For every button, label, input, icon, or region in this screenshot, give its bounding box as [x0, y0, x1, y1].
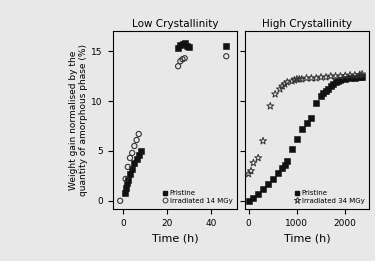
Point — [136, 153, 142, 157]
Point — [129, 151, 135, 155]
Point — [175, 64, 181, 68]
Point — [308, 76, 314, 80]
X-axis label: Time (h): Time (h) — [284, 233, 330, 243]
Point — [321, 91, 327, 95]
Point — [352, 76, 358, 80]
Point — [282, 163, 288, 167]
Point — [342, 74, 348, 78]
Point — [274, 171, 280, 175]
Point — [330, 82, 336, 86]
Point — [177, 59, 183, 63]
Title: Low Crystallinity: Low Crystallinity — [132, 19, 218, 29]
Point — [347, 73, 353, 77]
Point — [333, 80, 339, 84]
Point — [260, 139, 266, 143]
Point — [318, 94, 324, 98]
Point — [175, 46, 181, 50]
Point — [299, 77, 305, 81]
Point — [177, 43, 183, 47]
Point — [246, 172, 252, 176]
Point — [335, 79, 341, 83]
Point — [333, 74, 339, 78]
Point — [251, 196, 257, 200]
Point — [182, 41, 188, 45]
Point — [251, 161, 257, 165]
Point — [359, 72, 365, 76]
Point — [338, 78, 344, 82]
Point — [255, 192, 261, 196]
Point — [223, 44, 229, 48]
Point — [313, 76, 319, 80]
Point — [134, 157, 140, 161]
Point — [131, 144, 137, 148]
Legend: Pristine, Irradiated 34 MGy: Pristine, Irradiated 34 MGy — [293, 189, 366, 205]
Legend: Pristine, Irradiated 14 MGy: Pristine, Irradiated 14 MGy — [160, 189, 234, 205]
Point — [131, 161, 137, 165]
Point — [325, 87, 331, 91]
X-axis label: Time (h): Time (h) — [152, 233, 198, 243]
Point — [255, 156, 261, 160]
Point — [338, 74, 344, 78]
Point — [352, 73, 358, 77]
Point — [318, 75, 324, 79]
Point — [123, 186, 129, 190]
Point — [265, 182, 271, 186]
Point — [291, 78, 297, 82]
Point — [270, 177, 276, 181]
Point — [267, 104, 273, 108]
Point — [284, 159, 290, 163]
Point — [246, 199, 252, 203]
Y-axis label: Weight gain normalised by the
quantity of amorphous phase (%): Weight gain normalised by the quantity o… — [69, 44, 88, 196]
Point — [328, 84, 334, 88]
Point — [134, 138, 140, 142]
Point — [328, 74, 334, 78]
Point — [347, 76, 353, 80]
Point — [303, 76, 309, 80]
Point — [122, 191, 128, 195]
Point — [279, 166, 285, 170]
Point — [277, 87, 283, 91]
Point — [308, 116, 314, 120]
Point — [289, 79, 295, 83]
Point — [342, 77, 348, 81]
Point — [357, 75, 363, 79]
Point — [272, 92, 278, 96]
Point — [299, 127, 305, 131]
Point — [279, 84, 285, 88]
Point — [357, 73, 363, 77]
Point — [294, 137, 300, 141]
Point — [182, 56, 188, 60]
Point — [125, 165, 131, 169]
Point — [124, 181, 130, 185]
Point — [129, 167, 135, 171]
Point — [323, 75, 329, 79]
Point — [359, 75, 365, 79]
Point — [184, 44, 190, 48]
Point — [223, 54, 229, 58]
Point — [294, 77, 300, 81]
Point — [186, 45, 192, 49]
Point — [180, 42, 186, 46]
Point — [296, 77, 302, 81]
Point — [136, 132, 142, 136]
Point — [125, 178, 131, 182]
Point — [313, 101, 319, 105]
Point — [117, 199, 123, 203]
Point — [180, 57, 186, 61]
Point — [289, 147, 295, 151]
Point — [323, 89, 329, 93]
Point — [127, 172, 133, 176]
Point — [284, 80, 290, 84]
Point — [282, 82, 288, 86]
Point — [138, 149, 144, 153]
Point — [303, 121, 309, 125]
Point — [127, 156, 133, 160]
Point — [248, 169, 254, 173]
Point — [260, 187, 266, 191]
Point — [123, 177, 129, 181]
Title: High Crystallinity: High Crystallinity — [262, 19, 352, 29]
